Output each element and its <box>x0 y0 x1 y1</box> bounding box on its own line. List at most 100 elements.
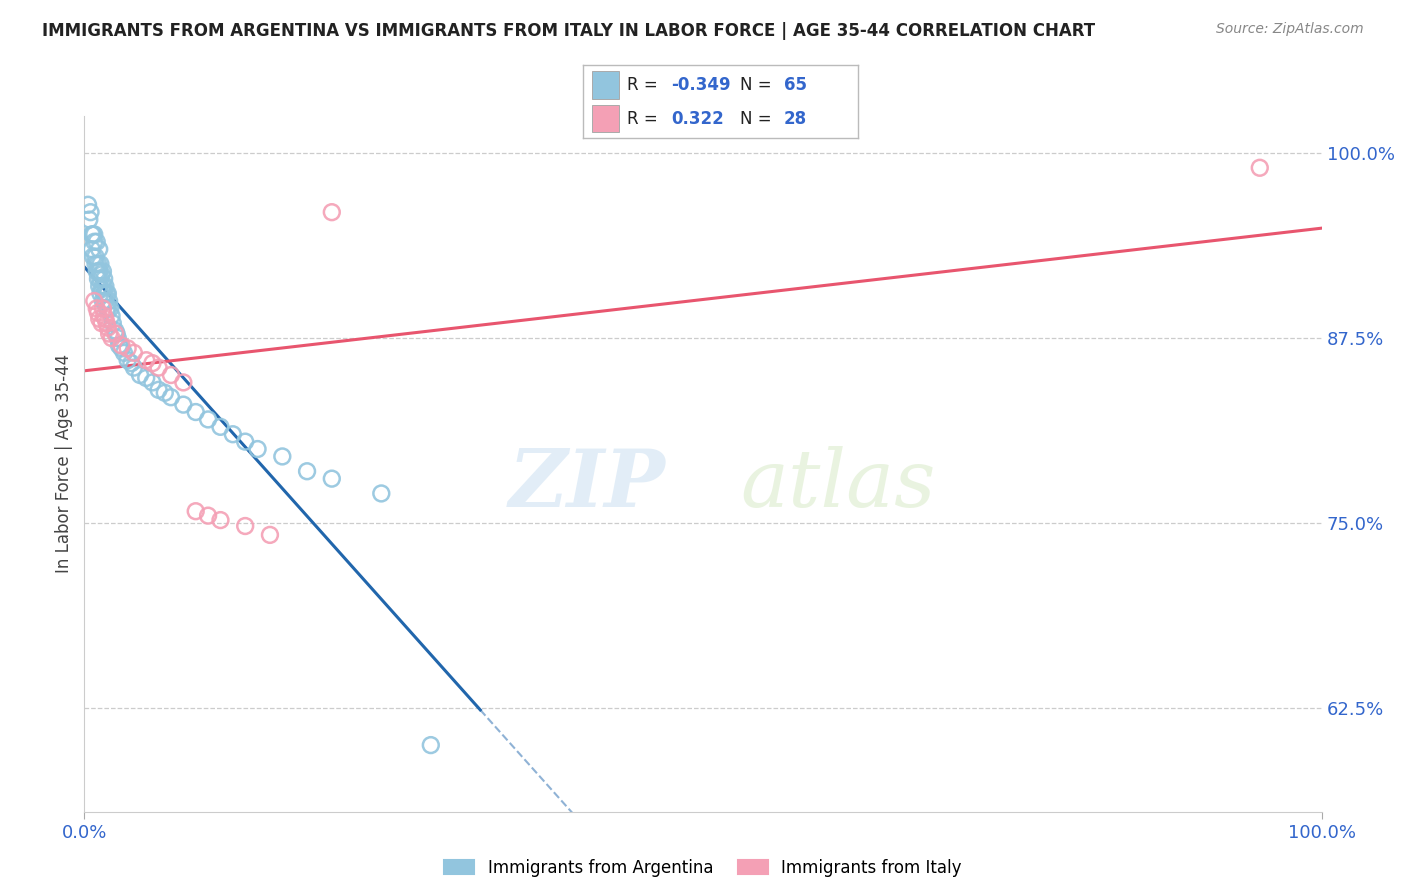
Point <box>89 264 111 278</box>
Point <box>90 316 112 330</box>
Text: ZIP: ZIP <box>509 446 666 524</box>
Point <box>233 519 256 533</box>
Text: 0.322: 0.322 <box>671 110 724 128</box>
Point <box>110 342 132 356</box>
Point <box>105 326 128 341</box>
Text: -0.349: -0.349 <box>671 76 731 94</box>
Point <box>101 316 124 330</box>
Y-axis label: In Labor Force | Age 35-44: In Labor Force | Age 35-44 <box>55 354 73 574</box>
Point <box>259 528 281 542</box>
Point <box>209 420 232 434</box>
Text: 65: 65 <box>783 76 807 94</box>
Point <box>87 306 110 320</box>
Text: IMMIGRANTS FROM ARGENTINA VS IMMIGRANTS FROM ITALY IN LABOR FORCE | AGE 35-44 CO: IMMIGRANTS FROM ARGENTINA VS IMMIGRANTS … <box>42 22 1095 40</box>
Text: N =: N = <box>740 76 776 94</box>
Point <box>97 320 120 334</box>
Bar <box>592 71 619 99</box>
Point <box>370 486 392 500</box>
Point <box>84 250 107 264</box>
Point <box>77 198 100 212</box>
Point <box>295 464 318 478</box>
Point <box>86 301 108 316</box>
Point <box>117 342 139 356</box>
Legend: Immigrants from Argentina, Immigrants from Italy: Immigrants from Argentina, Immigrants fr… <box>437 852 969 883</box>
Point <box>87 272 110 286</box>
Point <box>122 346 145 360</box>
Point <box>1249 161 1271 175</box>
Point <box>172 376 194 390</box>
Point <box>197 412 219 426</box>
Point <box>184 405 207 419</box>
Point <box>91 293 114 308</box>
Point <box>321 472 343 486</box>
Point <box>209 513 232 527</box>
Point <box>419 738 441 752</box>
Point <box>89 272 111 286</box>
Point <box>104 324 127 338</box>
Point <box>184 504 207 518</box>
Point <box>117 353 139 368</box>
Point <box>79 212 101 227</box>
Text: Source: ZipAtlas.com: Source: ZipAtlas.com <box>1216 22 1364 37</box>
Point <box>172 398 194 412</box>
Point <box>93 286 115 301</box>
Point <box>120 356 142 370</box>
Point <box>97 286 120 301</box>
Point <box>233 434 256 449</box>
Point <box>246 442 269 456</box>
Point <box>112 346 135 360</box>
Point <box>94 293 117 308</box>
Point <box>80 242 103 256</box>
Point <box>197 508 219 523</box>
Point <box>89 242 111 256</box>
Text: N =: N = <box>740 110 776 128</box>
Point <box>110 338 132 352</box>
Point <box>129 368 152 382</box>
Point <box>96 316 118 330</box>
Point <box>122 360 145 375</box>
Point <box>97 301 120 316</box>
Point <box>108 338 131 352</box>
Point <box>91 279 114 293</box>
Point <box>87 257 110 271</box>
Point <box>84 257 107 271</box>
Point <box>91 264 114 278</box>
Point <box>91 301 114 316</box>
Text: atlas: atlas <box>740 446 935 524</box>
Point <box>82 250 104 264</box>
Point <box>98 301 121 316</box>
Point <box>100 331 122 345</box>
Point <box>89 286 111 301</box>
Point <box>321 205 343 219</box>
Point <box>83 227 105 242</box>
Point <box>89 279 111 293</box>
Text: R =: R = <box>627 76 664 94</box>
Point <box>98 293 121 308</box>
Point <box>94 311 117 326</box>
Point <box>271 450 294 464</box>
Point <box>96 301 118 316</box>
Point <box>98 326 121 341</box>
Point <box>80 227 103 242</box>
Point <box>90 282 112 296</box>
Point <box>94 279 117 293</box>
Point <box>104 326 127 341</box>
Point <box>93 309 115 323</box>
Text: R =: R = <box>627 110 664 128</box>
Point <box>135 371 157 385</box>
Point <box>160 368 183 382</box>
Point <box>79 205 101 219</box>
Bar <box>592 104 619 132</box>
Point <box>96 286 118 301</box>
Point <box>141 356 163 370</box>
Point <box>93 272 115 286</box>
Point <box>86 264 108 278</box>
Point <box>89 257 111 271</box>
Point <box>148 383 170 397</box>
Point <box>89 311 111 326</box>
Point <box>107 331 129 345</box>
Point <box>153 385 176 400</box>
Point <box>141 376 163 390</box>
Point <box>86 235 108 249</box>
Point <box>82 227 104 242</box>
